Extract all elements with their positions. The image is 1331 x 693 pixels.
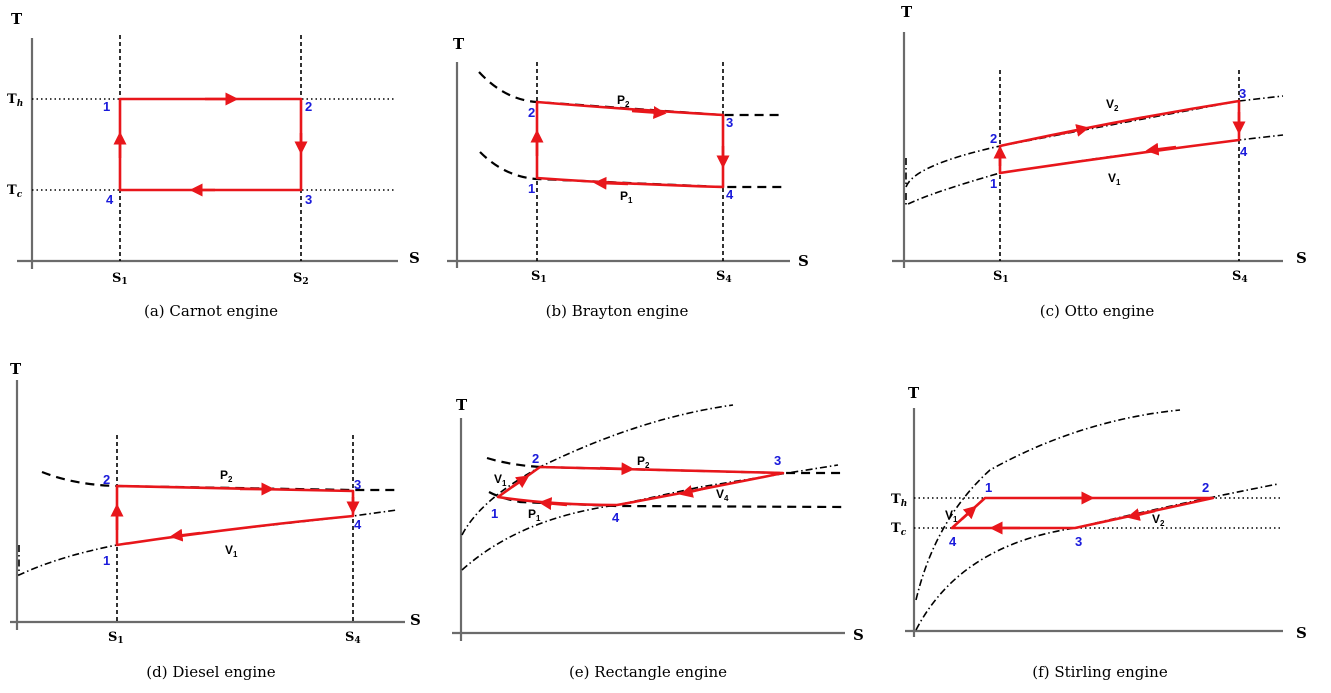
tc-tick-label: Tc (7, 183, 23, 200)
state-2: 2 (990, 131, 997, 146)
s1-tick-label: S1 (531, 269, 547, 285)
state-4: 4 (949, 534, 957, 549)
state-4: 4 (726, 187, 734, 202)
state-3: 3 (305, 192, 312, 207)
otto-cycle (993, 99, 1246, 175)
caption: (b) Brayton engine (546, 302, 689, 320)
y-axis-label: T (11, 10, 23, 28)
x-axis-label: S (798, 252, 809, 270)
state-3: 3 (1239, 86, 1246, 101)
s1-tick-label: S1 (108, 630, 124, 646)
s4-tick-label: S4 (1232, 269, 1248, 285)
state-1: 1 (985, 480, 992, 495)
isochore-v2 (915, 483, 1279, 631)
tc-tick-label: Tc (891, 521, 907, 538)
state-2: 2 (1202, 480, 1209, 495)
x-axis-label: S (409, 249, 420, 267)
state-4: 4 (106, 192, 114, 207)
label-v1: V1 (1108, 171, 1121, 187)
state-4: 4 (1240, 144, 1248, 159)
label-v1: V1 (225, 543, 238, 559)
x-axis-label: S (853, 626, 864, 644)
state-1: 1 (103, 99, 110, 114)
label-v1: V1 (945, 508, 958, 524)
y-axis-label: T (908, 384, 920, 402)
label-p1: P1 (620, 189, 633, 205)
caption: (f) Stirling engine (1032, 663, 1168, 681)
state-2: 2 (532, 451, 539, 466)
s4-tick-label: S4 (345, 630, 361, 646)
brayton-cycle (530, 100, 730, 190)
caption: (e) Rectangle engine (569, 663, 727, 681)
s2-tick-label: S2 (293, 271, 309, 287)
label-v2: V2 (1106, 97, 1119, 113)
label-p1: P1 (528, 507, 541, 523)
state-2: 2 (528, 105, 535, 120)
panel-brayton: T S S1 S4 1 2 3 4 P2 P1 (b) Brayton engi… (447, 35, 809, 320)
state-4: 4 (612, 510, 620, 525)
label-p2: P2 (637, 454, 650, 470)
label-p2: P2 (617, 93, 630, 109)
caption: (c) Otto engine (1040, 302, 1155, 320)
state-2: 2 (103, 472, 110, 487)
state-3: 3 (774, 453, 781, 468)
label-p2: P2 (220, 468, 233, 484)
state-4: 4 (354, 517, 362, 532)
th-tick-label: Th (891, 492, 907, 509)
state-1: 1 (491, 506, 498, 521)
s1-tick-label: S1 (993, 269, 1009, 285)
y-axis-label: T (10, 360, 22, 378)
y-axis-label: T (901, 3, 913, 21)
carnot-cycle (113, 92, 308, 197)
isochore-v1 (905, 134, 1284, 207)
isochore-v1 (915, 409, 1181, 601)
isochore-v1 (18, 509, 398, 577)
panel-rectangle: T S 1 2 3 4 P2 V1 P1 V4 (e) Rectangle en… (452, 396, 864, 681)
isobar-p1 (479, 151, 783, 189)
panel-diesel: T S S1 S4 1 2 3 4 P2 V1 (d) Diesel engin… (10, 360, 421, 681)
state-2: 2 (305, 99, 312, 114)
y-axis-label: T (453, 35, 465, 53)
diesel-cycle (110, 482, 360, 547)
x-axis-label: S (1296, 249, 1307, 267)
state-1: 1 (103, 553, 110, 568)
s4-tick-label: S4 (716, 269, 732, 285)
caption: (a) Carnot engine (144, 302, 278, 320)
x-axis-label: S (1296, 624, 1307, 642)
caption: (d) Diesel engine (146, 663, 276, 681)
label-v2: V2 (1152, 512, 1165, 528)
th-tick-label: Th (7, 92, 23, 109)
rectangle-cycle (496, 462, 785, 511)
state-3: 3 (354, 477, 361, 492)
x-axis-label: S (410, 611, 421, 629)
panel-stirling: T S Th Tc 1 2 3 4 V1 V2 (f) Stirling eng… (891, 384, 1307, 681)
panel-otto: T S S1 S4 1 2 3 4 V2 V1 (c) Otto engine (892, 3, 1307, 320)
state-1: 1 (990, 176, 997, 191)
isochore-v1 (461, 404, 734, 536)
state-1: 1 (528, 181, 535, 196)
label-v1: V1 (494, 472, 507, 488)
s1-tick-label: S1 (112, 271, 128, 287)
state-3: 3 (726, 115, 733, 130)
y-axis-label: T (456, 396, 468, 414)
state-3: 3 (1075, 534, 1082, 549)
label-v4: V4 (716, 487, 729, 503)
panel-carnot: T S Th Tc S1 S2 1 2 3 4 (a) Carnot engin… (7, 10, 420, 320)
stirling-cycle (950, 491, 1215, 535)
